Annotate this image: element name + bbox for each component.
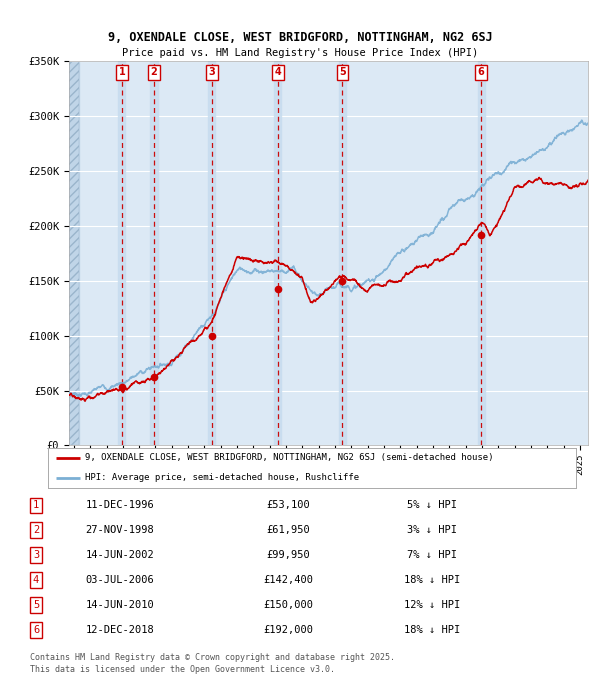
Text: 27-NOV-1998: 27-NOV-1998: [86, 526, 154, 535]
Text: 6: 6: [478, 67, 484, 77]
Text: 3: 3: [33, 550, 39, 560]
Text: £142,400: £142,400: [263, 575, 313, 585]
Text: Price paid vs. HM Land Registry's House Price Index (HPI): Price paid vs. HM Land Registry's House …: [122, 48, 478, 58]
Text: 4: 4: [275, 67, 281, 77]
Text: HPI: Average price, semi-detached house, Rushcliffe: HPI: Average price, semi-detached house,…: [85, 473, 359, 482]
Bar: [118, 61, 125, 445]
Bar: [208, 61, 215, 445]
Text: 6: 6: [33, 625, 39, 635]
Text: 7% ↓ HPI: 7% ↓ HPI: [407, 550, 457, 560]
Text: 03-JUL-2006: 03-JUL-2006: [86, 575, 154, 585]
Text: £53,100: £53,100: [266, 500, 310, 511]
Bar: [274, 61, 281, 445]
Text: 4: 4: [33, 575, 39, 585]
Text: 3: 3: [208, 67, 215, 77]
Text: 5: 5: [339, 67, 346, 77]
Text: £61,950: £61,950: [266, 526, 310, 535]
Text: £192,000: £192,000: [263, 625, 313, 635]
Text: 3% ↓ HPI: 3% ↓ HPI: [407, 526, 457, 535]
Text: 2: 2: [151, 67, 157, 77]
Text: 5% ↓ HPI: 5% ↓ HPI: [407, 500, 457, 511]
Text: 5: 5: [33, 600, 39, 610]
Bar: [478, 61, 485, 445]
Text: 18% ↓ HPI: 18% ↓ HPI: [404, 625, 460, 635]
Text: 2: 2: [33, 526, 39, 535]
Text: 11-DEC-1996: 11-DEC-1996: [86, 500, 154, 511]
Text: 9, OXENDALE CLOSE, WEST BRIDGFORD, NOTTINGHAM, NG2 6SJ (semi-detached house): 9, OXENDALE CLOSE, WEST BRIDGFORD, NOTTI…: [85, 454, 493, 462]
Text: 9, OXENDALE CLOSE, WEST BRIDGFORD, NOTTINGHAM, NG2 6SJ: 9, OXENDALE CLOSE, WEST BRIDGFORD, NOTTI…: [107, 31, 493, 44]
Text: £150,000: £150,000: [263, 600, 313, 610]
Text: 14-JUN-2002: 14-JUN-2002: [86, 550, 154, 560]
Text: Contains HM Land Registry data © Crown copyright and database right 2025.: Contains HM Land Registry data © Crown c…: [30, 653, 395, 662]
Text: £99,950: £99,950: [266, 550, 310, 560]
Text: 12% ↓ HPI: 12% ↓ HPI: [404, 600, 460, 610]
Bar: [69, 61, 79, 445]
Text: 1: 1: [119, 67, 125, 77]
Bar: [151, 61, 158, 445]
Text: 12-DEC-2018: 12-DEC-2018: [86, 625, 154, 635]
Text: This data is licensed under the Open Government Licence v3.0.: This data is licensed under the Open Gov…: [30, 664, 335, 674]
Bar: [69, 61, 79, 445]
Bar: [339, 61, 346, 445]
Text: 14-JUN-2010: 14-JUN-2010: [86, 600, 154, 610]
Text: 18% ↓ HPI: 18% ↓ HPI: [404, 575, 460, 585]
Text: 1: 1: [33, 500, 39, 511]
